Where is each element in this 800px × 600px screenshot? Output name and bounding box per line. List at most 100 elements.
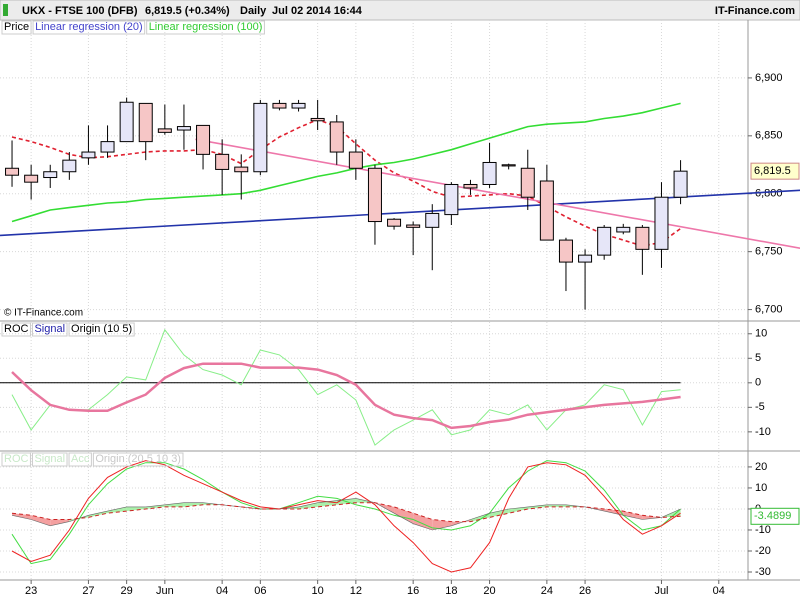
acc-fill	[394, 506, 414, 524]
legend-box	[146, 20, 265, 35]
watermark: © IT-Finance.com	[4, 308, 83, 319]
acc-fill	[107, 506, 127, 514]
x-tick-label: 18	[445, 585, 457, 597]
candle-body	[501, 164, 516, 167]
y-tick-label: 6,900	[755, 72, 783, 84]
last-value-label: -3.4899	[754, 510, 791, 522]
y-tick-label: -10	[755, 524, 771, 536]
candle-body	[310, 117, 325, 122]
candle-body	[81, 151, 96, 159]
legend-box	[31, 322, 68, 337]
legend-box	[1, 322, 31, 337]
y-tick-label: 5	[755, 352, 761, 364]
x-tick-label: 16	[407, 585, 419, 597]
candle-body	[348, 151, 363, 169]
candle-body	[100, 141, 115, 153]
x-tick-label: 06	[254, 585, 266, 597]
acc-fill	[298, 502, 318, 509]
grid-layer	[0, 20, 748, 580]
candle-body	[616, 226, 631, 233]
period: Daily	[240, 5, 267, 17]
candle-body	[654, 196, 669, 250]
acc-fill	[432, 519, 452, 530]
last-price-label: 6,819.5	[754, 165, 791, 177]
candle-body	[367, 167, 382, 223]
candle-body	[234, 166, 249, 173]
acc-fill	[164, 502, 184, 507]
legend-entry: Origin (10 5)	[71, 323, 132, 335]
candle-body	[406, 224, 421, 228]
candle-body	[291, 102, 306, 109]
candle-body	[425, 212, 440, 228]
candle-body	[24, 174, 39, 183]
series-line	[11, 102, 681, 223]
candle-body	[329, 121, 344, 153]
legend-entry: Price	[4, 21, 29, 33]
x-tick-label: 23	[25, 585, 37, 597]
x-tick-label: 12	[350, 585, 362, 597]
legend-entry: Linear regression (100)	[149, 21, 263, 33]
y-tick-label: 6,850	[755, 130, 783, 142]
y-tick-label: 6,700	[755, 303, 783, 315]
legend-box	[68, 322, 135, 337]
candle-body	[444, 183, 459, 216]
candle-body	[520, 167, 535, 198]
y-tick-label: 6,750	[755, 246, 783, 258]
series-line	[11, 118, 682, 247]
candle-body	[673, 170, 688, 198]
header-bar	[0, 0, 800, 21]
y-tick-label: -20	[755, 545, 771, 557]
legend-box	[32, 20, 146, 35]
legend-entry: ROC	[4, 453, 29, 465]
legend-entry: Signal	[34, 453, 65, 465]
candle-body	[635, 226, 650, 250]
candle-body	[253, 102, 268, 173]
y-tick-label: 10	[755, 328, 767, 340]
y-tick-label: 10	[755, 482, 767, 494]
status-icon	[3, 4, 8, 16]
timestamp: Jul 02 2014 16:44	[272, 5, 363, 17]
legend-entry: ROC	[4, 323, 29, 335]
series-line	[11, 460, 681, 573]
acc-fill	[50, 519, 70, 526]
y-tick-label: 20	[755, 461, 767, 473]
candle-body	[196, 124, 211, 155]
y-tick-label: -5	[755, 401, 765, 413]
series-line	[11, 362, 681, 430]
symbol: UKX - FTSE 100 (DFB)	[22, 5, 138, 17]
acc-fill	[413, 513, 433, 530]
legend-box	[92, 452, 184, 467]
candle-body	[157, 128, 172, 133]
candle-body	[272, 102, 287, 109]
last-value-box	[750, 507, 800, 525]
acc-fill	[31, 515, 51, 526]
acc-fill	[88, 511, 108, 518]
acc-fill	[527, 504, 547, 509]
candle-body	[176, 126, 191, 131]
legend-box	[1, 452, 31, 467]
legend-entry: Acc	[71, 453, 90, 465]
series-line	[11, 498, 681, 531]
candle-body	[62, 159, 77, 173]
x-tick-label: 27	[82, 585, 94, 597]
candle-body	[119, 101, 134, 143]
x-tick-label: Jul	[654, 585, 668, 597]
candle-body	[5, 167, 20, 176]
x-tick-label: 26	[579, 585, 591, 597]
series-line	[11, 460, 681, 565]
legend-entry: Linear regression (20)	[35, 21, 143, 33]
x-tick-label: 10	[312, 585, 324, 597]
candle-body	[578, 254, 593, 263]
acc-fill	[470, 513, 490, 522]
acc-fill	[126, 506, 146, 512]
brand: IT-Finance.com	[715, 5, 795, 17]
x-tick-label: Jun	[156, 585, 174, 597]
legend-box	[31, 452, 68, 467]
candle-body	[597, 226, 612, 256]
acc-fill	[489, 508, 509, 518]
legend-entry: Signal	[34, 323, 65, 335]
x-tick-label: 04	[713, 585, 725, 597]
y-tick-label: 0	[755, 377, 761, 389]
